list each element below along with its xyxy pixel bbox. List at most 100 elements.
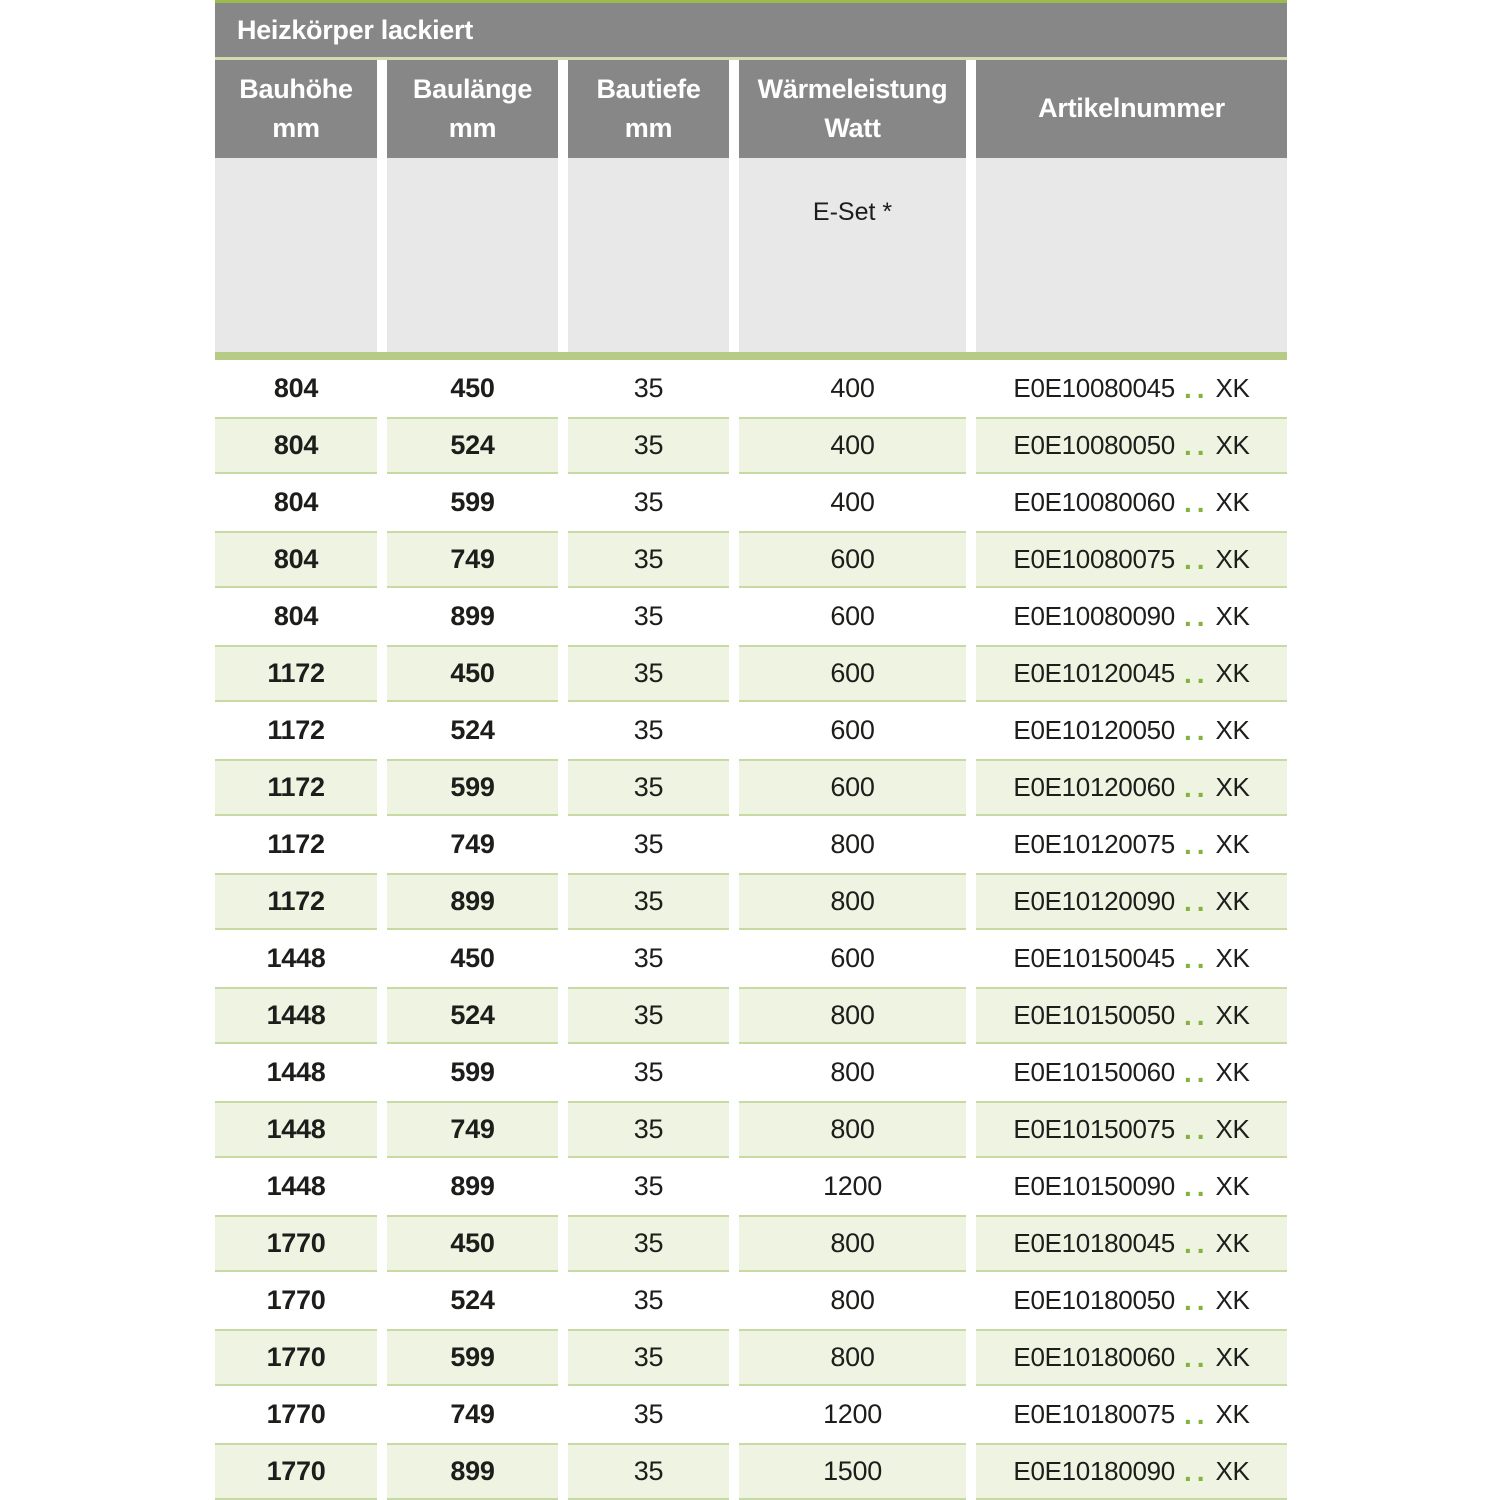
table-row: 1770 899 35 1500 E0E10180090 .. XK bbox=[215, 1443, 1287, 1500]
cell-bauhoehe: 1448 bbox=[215, 987, 377, 1044]
table-title-bar: Heizkörper lackiert bbox=[215, 3, 1287, 57]
artikel-suffix: XK bbox=[1215, 1171, 1250, 1201]
cell-bautiefe: 35 bbox=[568, 1101, 729, 1158]
artikel-suffix: XK bbox=[1215, 943, 1250, 973]
cell-artikelnummer: E0E10120050 .. XK bbox=[976, 702, 1287, 759]
artikel-dots: .. bbox=[1183, 543, 1210, 575]
cell-bautiefe: 35 bbox=[633, 1057, 664, 1087]
cell-baulaenge: 524 bbox=[450, 715, 495, 745]
cell-baulaenge: 749 bbox=[450, 1399, 495, 1429]
cell-baulaenge: 899 bbox=[387, 1443, 558, 1500]
cell-baulaenge: 749 bbox=[387, 1101, 558, 1158]
cell-bauhoehe: 1770 bbox=[215, 1329, 377, 1386]
cell-bautiefe: 35 bbox=[633, 715, 664, 745]
cell-baulaenge: 524 bbox=[387, 417, 558, 474]
artikel-code: E0E10150050 bbox=[1013, 1000, 1175, 1030]
cell-bauhoehe: 1770 bbox=[215, 1443, 377, 1500]
cell-bautiefe: 35 bbox=[633, 1171, 664, 1201]
cell-waermeleistung: 400 bbox=[830, 487, 875, 517]
column-unit: Watt bbox=[824, 113, 881, 143]
cell-artikelnummer: E0E10150050 .. XK bbox=[976, 987, 1287, 1044]
artikel-suffix: XK bbox=[1215, 715, 1250, 745]
cell-bauhoehe: 1448 bbox=[215, 1101, 377, 1158]
column-label: Bautiefe bbox=[596, 73, 701, 104]
cell-bauhoehe: 1448 bbox=[266, 1171, 326, 1201]
table-row: 1448 749 35 800 E0E10150075 .. XK bbox=[215, 1101, 1287, 1158]
artikel-suffix: XK bbox=[1215, 772, 1250, 802]
subheader-cell-bauhoehe bbox=[215, 158, 377, 352]
artikel-code: E0E10150090 bbox=[1013, 1171, 1175, 1201]
artikel-dots: .. bbox=[1183, 828, 1210, 860]
artikel-code: E0E10180060 bbox=[1013, 1342, 1175, 1372]
artikel-suffix: XK bbox=[1215, 1285, 1250, 1315]
artikel-suffix: XK bbox=[1215, 829, 1250, 859]
cell-baulaenge: 599 bbox=[387, 1329, 558, 1386]
cell-baulaenge: 599 bbox=[450, 487, 495, 517]
cell-waermeleistung: 600 bbox=[830, 943, 875, 973]
cell-waermeleistung: 800 bbox=[830, 1057, 875, 1087]
cell-baulaenge: 450 bbox=[450, 373, 495, 403]
column-label: Baulänge bbox=[412, 73, 533, 104]
cell-artikelnummer: E0E10150045 .. XK bbox=[976, 930, 1287, 987]
cell-waermeleistung: 800 bbox=[830, 829, 875, 859]
artikel-code: E0E10150060 bbox=[1013, 1057, 1175, 1087]
cell-waermeleistung: 600 bbox=[830, 715, 875, 745]
title-divider-line bbox=[215, 57, 1287, 60]
artikel-suffix: XK bbox=[1215, 1399, 1250, 1429]
cell-waermeleistung: 1200 bbox=[823, 1171, 882, 1201]
column-label: Wärmeleistung bbox=[757, 73, 948, 104]
artikel-suffix: XK bbox=[1215, 1057, 1250, 1087]
column-header-artikelnummer: Artikelnummer bbox=[976, 60, 1287, 158]
cell-baulaenge: 749 bbox=[387, 531, 558, 588]
artikel-dots: .. bbox=[1183, 1113, 1210, 1145]
table-row: 804 450 35 400 E0E10080045 .. XK bbox=[215, 360, 1287, 417]
table-row: 1448 899 35 1200 E0E10150090 .. XK bbox=[215, 1158, 1287, 1215]
column-header-bautiefe: Bautiefe mm bbox=[568, 60, 729, 158]
artikel-dots: .. bbox=[1183, 999, 1210, 1031]
cell-bauhoehe: 804 bbox=[273, 601, 319, 631]
table-row: 1172 599 35 600 E0E10120060 .. XK bbox=[215, 759, 1287, 816]
artikel-suffix: XK bbox=[1215, 487, 1250, 517]
artikel-suffix: XK bbox=[1215, 1114, 1250, 1144]
cell-waermeleistung: 600 bbox=[739, 759, 966, 816]
cell-waermeleistung: 600 bbox=[739, 645, 966, 702]
artikel-suffix: XK bbox=[1215, 658, 1250, 688]
cell-bautiefe: 35 bbox=[568, 645, 729, 702]
cell-bautiefe: 35 bbox=[633, 373, 664, 403]
artikel-code: E0E10120090 bbox=[1013, 886, 1175, 916]
cell-bautiefe: 35 bbox=[568, 759, 729, 816]
column-label: Artikelnummer bbox=[1038, 93, 1225, 124]
artikel-dots: .. bbox=[1183, 1227, 1210, 1259]
cell-artikelnummer: E0E10180090 .. XK bbox=[976, 1443, 1287, 1500]
table-row: 1770 749 35 1200 E0E10180075 .. XK bbox=[215, 1386, 1287, 1443]
artikel-suffix: XK bbox=[1215, 601, 1250, 631]
artikel-dots: .. bbox=[1183, 1341, 1210, 1373]
artikel-dots: .. bbox=[1183, 429, 1210, 461]
cell-waermeleistung: 800 bbox=[739, 1215, 966, 1272]
artikel-suffix: XK bbox=[1215, 886, 1250, 916]
cell-bautiefe: 35 bbox=[633, 829, 664, 859]
column-header-waermeleistung: Wärmeleistung Watt bbox=[739, 60, 966, 158]
artikel-code: E0E10120075 bbox=[1013, 829, 1175, 859]
cell-baulaenge: 749 bbox=[450, 829, 495, 859]
subheader-cell-eset: E-Set * bbox=[739, 158, 966, 352]
cell-artikelnummer: E0E10080045 .. XK bbox=[976, 360, 1287, 417]
cell-bautiefe: 35 bbox=[633, 1285, 664, 1315]
cell-bauhoehe: 804 bbox=[273, 487, 319, 517]
cell-bautiefe: 35 bbox=[568, 531, 729, 588]
cell-waermeleistung: 1200 bbox=[823, 1399, 882, 1429]
table-row: 1770 599 35 800 E0E10180060 .. XK bbox=[215, 1329, 1287, 1386]
cell-bauhoehe: 1448 bbox=[266, 1057, 326, 1087]
artikel-code: E0E10120045 bbox=[1013, 658, 1175, 688]
cell-bautiefe: 35 bbox=[568, 1329, 729, 1386]
cell-baulaenge: 599 bbox=[387, 759, 558, 816]
column-unit: mm bbox=[624, 113, 673, 143]
artikel-dots: .. bbox=[1183, 600, 1210, 632]
artikel-dots: .. bbox=[1183, 1284, 1210, 1316]
cell-artikelnummer: E0E10080075 .. XK bbox=[976, 531, 1287, 588]
cell-waermeleistung: 400 bbox=[739, 417, 966, 474]
column-header-baulaenge: Baulänge mm bbox=[387, 60, 558, 158]
cell-bauhoehe: 1172 bbox=[215, 873, 377, 930]
artikel-code: E0E10080050 bbox=[1013, 430, 1175, 460]
